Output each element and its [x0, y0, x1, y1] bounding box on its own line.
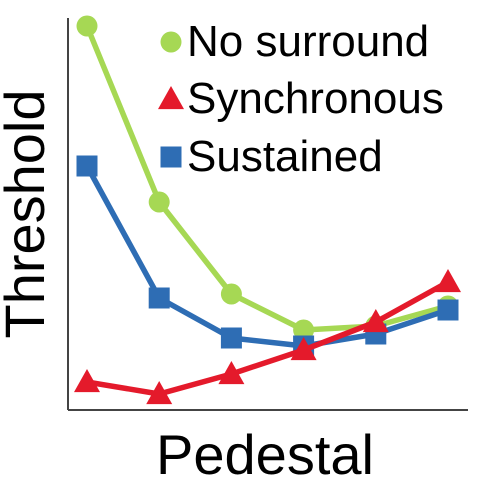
legend-marker — [160, 146, 182, 168]
axes — [67, 18, 468, 411]
data-point — [218, 361, 245, 385]
series-layer — [74, 15, 461, 405]
legend-label: Sustained — [187, 132, 383, 181]
data-point — [146, 381, 173, 405]
data-point — [74, 369, 100, 393]
legend-item: No surround — [160, 17, 429, 66]
data-point — [220, 327, 242, 349]
data-point — [148, 287, 170, 309]
data-point — [437, 299, 459, 321]
data-point — [148, 191, 170, 213]
legend-label: No surround — [187, 17, 429, 66]
series-square — [76, 155, 459, 357]
legend-marker — [158, 86, 184, 110]
data-point — [76, 155, 98, 177]
data-point — [362, 309, 389, 333]
data-point — [293, 319, 315, 341]
series-line — [84, 163, 451, 349]
legend-label: Synchronous — [187, 74, 444, 123]
y-axis-label: Threshold — [0, 89, 56, 338]
legend-item: Synchronous — [158, 74, 444, 123]
series-line — [84, 23, 451, 333]
data-point — [435, 269, 461, 293]
data-point — [220, 283, 242, 305]
x-axis-label: Pedestal — [156, 423, 374, 480]
data-point — [76, 15, 98, 37]
series-line — [84, 279, 451, 397]
legend: No surround Synchronous Sustained — [158, 17, 444, 181]
data-point — [290, 337, 317, 361]
legend-item: Sustained — [160, 132, 383, 181]
series-triangle — [74, 269, 461, 405]
legend-marker — [160, 31, 182, 53]
